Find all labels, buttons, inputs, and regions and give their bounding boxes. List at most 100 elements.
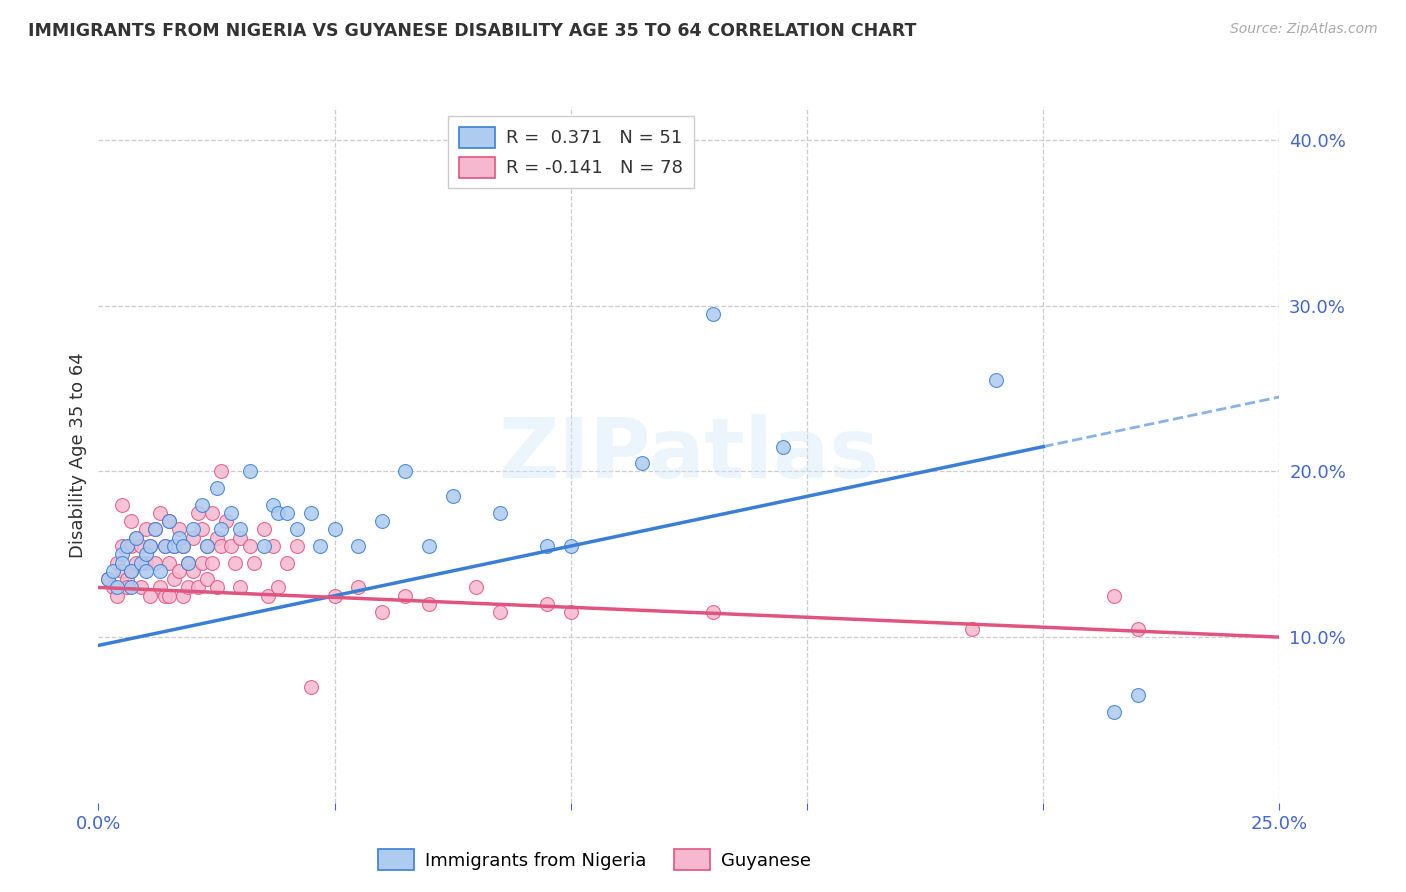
Point: [201, 506, 224, 520]
Point: [347, 581, 370, 595]
Point: [111, 564, 134, 578]
Point: [262, 498, 284, 512]
Point: [111, 539, 134, 553]
Point: [224, 556, 246, 570]
Point: [121, 564, 143, 578]
Point: [111, 547, 134, 561]
Point: [219, 506, 242, 520]
Point: [129, 581, 152, 595]
Point: [702, 605, 724, 619]
Point: [157, 514, 180, 528]
Point: [394, 589, 416, 603]
Point: [149, 581, 172, 595]
Point: [135, 564, 157, 578]
Point: [195, 539, 218, 553]
Point: [702, 307, 724, 321]
Point: [105, 589, 128, 603]
Point: [772, 440, 794, 454]
Point: [262, 539, 284, 553]
Point: [267, 581, 290, 595]
Point: [323, 523, 346, 537]
Point: [153, 589, 176, 603]
Point: [1126, 622, 1149, 636]
Point: [135, 547, 157, 561]
Point: [309, 539, 332, 553]
Point: [181, 564, 204, 578]
Point: [347, 539, 370, 553]
Point: [167, 531, 190, 545]
Point: [129, 556, 152, 570]
Point: [121, 539, 143, 553]
Point: [191, 523, 214, 537]
Point: [489, 506, 512, 520]
Point: [1102, 589, 1125, 603]
Point: [205, 581, 228, 595]
Point: [105, 556, 128, 570]
Point: [285, 523, 308, 537]
Point: [149, 506, 172, 520]
Point: [560, 539, 582, 553]
Point: [209, 539, 232, 553]
Point: [239, 539, 262, 553]
Point: [121, 564, 143, 578]
Point: [191, 498, 214, 512]
Point: [181, 523, 204, 537]
Point: [560, 605, 582, 619]
Point: [191, 556, 214, 570]
Point: [205, 481, 228, 495]
Point: [209, 523, 232, 537]
Point: [536, 539, 558, 553]
Point: [111, 498, 134, 512]
Point: [219, 539, 242, 553]
Point: [962, 622, 984, 636]
Point: [299, 680, 322, 694]
Point: [276, 506, 298, 520]
Point: [172, 589, 194, 603]
Point: [215, 514, 238, 528]
Point: [489, 605, 512, 619]
Point: [371, 514, 394, 528]
Point: [276, 556, 298, 570]
Point: [177, 556, 200, 570]
Point: [1102, 705, 1125, 719]
Point: [536, 597, 558, 611]
Point: [139, 539, 162, 553]
Legend: Immigrants from Nigeria, Guyanese: Immigrants from Nigeria, Guyanese: [371, 842, 818, 877]
Point: [153, 539, 176, 553]
Point: [441, 489, 464, 503]
Point: [125, 556, 148, 570]
Point: [195, 572, 218, 586]
Point: [135, 523, 157, 537]
Point: [267, 506, 290, 520]
Point: [630, 456, 652, 470]
Point: [177, 581, 200, 595]
Point: [201, 556, 224, 570]
Point: [157, 589, 180, 603]
Point: [163, 539, 186, 553]
Point: [209, 465, 232, 479]
Point: [187, 581, 209, 595]
Point: [229, 581, 252, 595]
Point: [167, 564, 190, 578]
Point: [163, 572, 186, 586]
Point: [139, 589, 162, 603]
Point: [115, 581, 138, 595]
Point: [157, 514, 180, 528]
Point: [984, 373, 1007, 387]
Point: [187, 506, 209, 520]
Point: [139, 539, 162, 553]
Point: [153, 539, 176, 553]
Point: [167, 523, 190, 537]
Point: [143, 523, 166, 537]
Point: [149, 564, 172, 578]
Point: [121, 581, 143, 595]
Point: [115, 539, 138, 553]
Point: [177, 556, 200, 570]
Point: [129, 539, 152, 553]
Point: [257, 589, 280, 603]
Point: [394, 465, 416, 479]
Point: [135, 556, 157, 570]
Point: [239, 465, 262, 479]
Text: ZIPatlas: ZIPatlas: [499, 415, 879, 495]
Point: [125, 531, 148, 545]
